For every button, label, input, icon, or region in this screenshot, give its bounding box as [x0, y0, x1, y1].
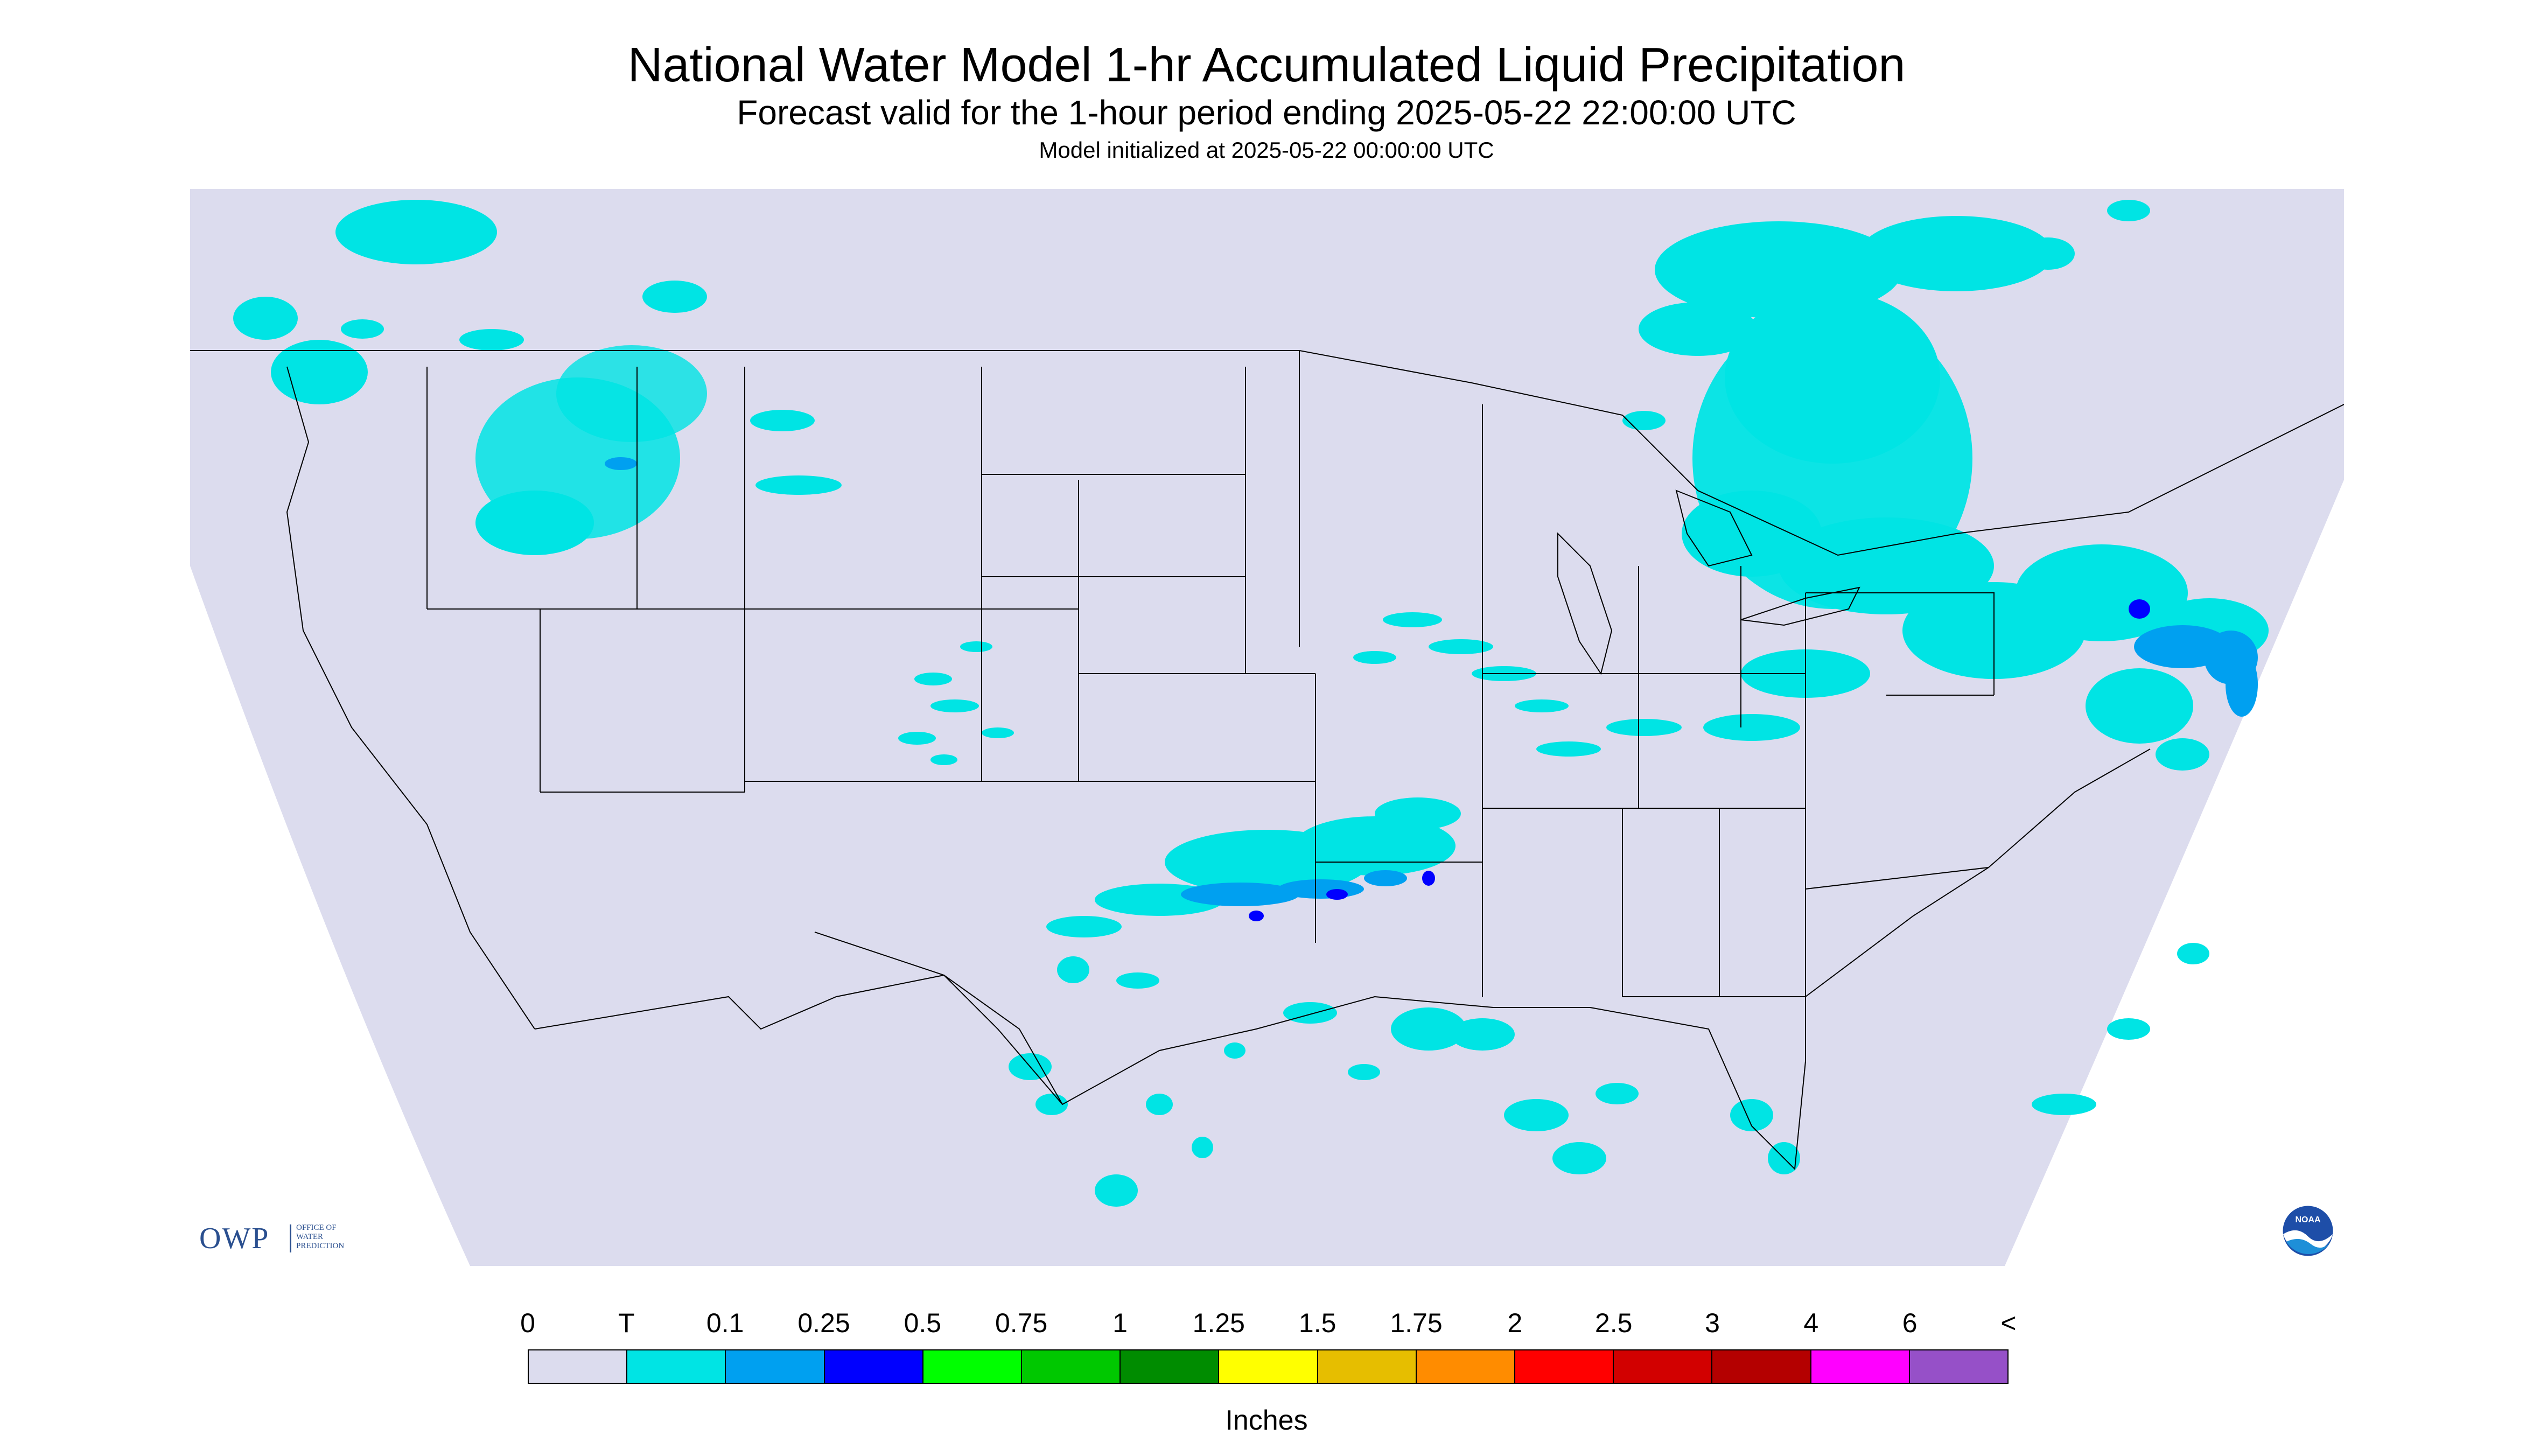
precip-texas-mexico	[1009, 956, 1337, 1207]
owp-logo-divider	[290, 1224, 291, 1252]
state-and-country-boundaries	[190, 350, 2344, 1171]
precip-great-lakes	[1622, 200, 2150, 614]
noaa-emblem: NOAA	[2281, 1204, 2335, 1258]
legend-label-6: 1	[1112, 1308, 1128, 1338]
precip-heavy-layer	[1249, 599, 2150, 921]
lake-erie-outline	[1740, 586, 1860, 626]
midwest-state-lines	[1299, 351, 1995, 809]
legend-swatch-14	[1909, 1350, 2008, 1383]
precip-moderate-layer	[605, 457, 2258, 906]
legend-swatch-9	[1416, 1350, 1516, 1383]
legend-swatch-7	[1219, 1350, 1318, 1383]
owp-logo: OWP OFFICE OF WATER PREDICTION	[199, 1221, 377, 1259]
rockies-state-lines	[426, 367, 1213, 793]
legend-label-8: 1.5	[1298, 1308, 1337, 1338]
owp-logo-word: OWP	[199, 1222, 270, 1255]
legend-swatch-5	[1022, 1350, 1121, 1383]
precip-northwest	[233, 200, 842, 555]
precip-layer	[233, 200, 2269, 1207]
owp-logo-line-3: PREDICTION	[296, 1242, 345, 1250]
legend-swatch-13	[1811, 1350, 1910, 1383]
southeast-state-lines	[1622, 808, 1989, 997]
legend-swatch-1	[627, 1350, 726, 1383]
west-coast-line	[286, 366, 535, 1030]
legend-label-9: 1.75	[1390, 1308, 1443, 1338]
legend-swatch-11	[1614, 1350, 1713, 1383]
legend-swatch-10	[1515, 1350, 1614, 1383]
lake-michigan-outline	[1557, 532, 1613, 675]
legend-color-bar	[528, 1349, 2009, 1384]
legend-swatch-2	[726, 1350, 825, 1383]
mexico-border	[534, 974, 1063, 1105]
noaa-logo-icon: NOAA	[2281, 1204, 2335, 1258]
precip-gulf	[1224, 943, 2209, 1174]
legend-swatch-0	[529, 1350, 628, 1383]
owp-logo-text: OFFICE OF WATER PREDICTION	[296, 1223, 344, 1251]
legend-label-5: 0.75	[995, 1308, 1048, 1338]
lake-huron-outline	[1675, 489, 1753, 567]
eastern-border	[1299, 350, 2344, 556]
forecast-valid-subtitle: Forecast valid for the 1-hour period end…	[737, 93, 1796, 132]
legend-label-3: 0.25	[797, 1308, 850, 1338]
legend-swatch-3	[824, 1350, 923, 1383]
legend-swatch-6	[1121, 1350, 1220, 1383]
owp-logo-line-1: OFFICE OF	[296, 1223, 337, 1232]
map-canvas	[190, 189, 2344, 1266]
legend-swatch-12	[1712, 1350, 1811, 1383]
legend-label-12: 3	[1705, 1308, 1720, 1338]
owp-logo-line-2: WATER	[296, 1233, 323, 1241]
precipitation-map	[190, 189, 2344, 1266]
legend-label-13: 4	[1803, 1308, 1819, 1338]
legend-swatch-8	[1318, 1350, 1417, 1383]
plains-state-lines	[982, 367, 1483, 997]
legend-label-2: 0.1	[706, 1308, 744, 1338]
legend-label-15: <	[2000, 1308, 2017, 1338]
legend-swatch-4	[923, 1350, 1023, 1383]
legend-label-11: 2.5	[1594, 1308, 1633, 1338]
gulf-coast-line	[814, 748, 2151, 1171]
legend-label-7: 1.25	[1192, 1308, 1245, 1338]
legend-label-0: 0	[520, 1308, 535, 1338]
precip-colorado	[898, 641, 1014, 765]
legend-label-1: T	[618, 1308, 635, 1338]
noaa-logo-text: NOAA	[2295, 1215, 2321, 1224]
legend-units: Inches	[1225, 1405, 1308, 1436]
legend-label-14: 6	[1902, 1308, 1918, 1338]
legend-label-4: 0.5	[904, 1308, 942, 1338]
legend-label-10: 2	[1507, 1308, 1523, 1338]
model-init-line: Model initialized at 2025-05-22 00:00:00…	[1039, 137, 1494, 163]
legend-labels: 0 T 0.1 0.25 0.5 0.75 1 1.25 1.5 1.75 2 2.5 3 4 6 <	[520, 1307, 2017, 1340]
map-title: National Water Model 1-hr Accumulated Li…	[627, 38, 1906, 92]
